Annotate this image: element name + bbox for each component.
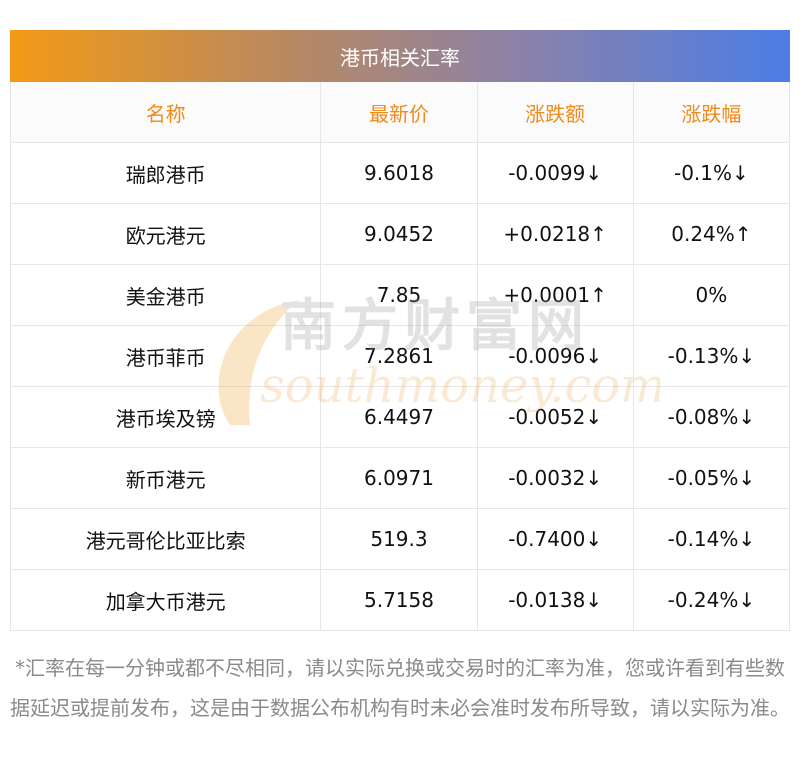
- table-row: 美金港币 7.85 +0.0001↑ 0%: [9, 264, 791, 326]
- table-row: 瑞郎港币 9.6018 -0.0099↓ -0.1%↓: [9, 142, 791, 204]
- page-title: 港币相关汇率: [340, 45, 460, 70]
- price-cell: 519.3: [320, 508, 478, 570]
- table-header-row: 名称 最新价 涨跌额 涨跌幅: [9, 82, 791, 143]
- pct-cell: 0.24%↑: [632, 203, 791, 265]
- price-cell: 9.0452: [320, 203, 478, 265]
- name-cell: 加拿大币港元: [9, 569, 322, 631]
- price-cell: 6.0971: [320, 447, 478, 509]
- pct-cell: -0.1%↓: [632, 142, 791, 204]
- pct-cell: -0.13%↓: [632, 325, 791, 387]
- name-cell: 欧元港元: [9, 203, 322, 265]
- footnote: *汇率在每一分钟或都不尽相同，请以实际兑换或交易时的汇率为准，您或许看到有些数据…: [10, 656, 790, 720]
- name-cell: 新币港元: [9, 447, 322, 509]
- col-header-price: 最新价: [320, 82, 478, 143]
- change-cell: -0.0096↓: [476, 325, 634, 387]
- table-row: 港币埃及镑 6.4497 -0.0052↓ -0.08%↓: [9, 386, 791, 448]
- col-header-pct: 涨跌幅: [632, 82, 791, 143]
- pct-cell: -0.24%↓: [632, 569, 791, 631]
- rates-table: 名称 最新价 涨跌额 涨跌幅 瑞郎港币 9.6018 -0.0099↓ -0.1%↓ 欧…: [9, 82, 791, 631]
- table-row: 港币菲币 7.2861 -0.0096↓ -0.13%↓: [9, 325, 791, 387]
- name-cell: 瑞郎港币: [9, 142, 322, 204]
- change-cell: -0.7400↓: [476, 508, 634, 570]
- title-bar: 港币相关汇率: [10, 30, 790, 82]
- pct-cell: -0.14%↓: [632, 508, 791, 570]
- price-cell: 9.6018: [320, 142, 478, 204]
- table-row: 欧元港元 9.0452 +0.0218↑ 0.24%↑: [9, 203, 791, 265]
- pct-cell: -0.05%↓: [632, 447, 791, 509]
- table-row: 新币港元 6.0971 -0.0032↓ -0.05%↓: [9, 447, 791, 509]
- table-row: 港元哥伦比亚比索 519.3 -0.7400↓ -0.14%↓: [9, 508, 791, 570]
- col-header-name: 名称: [9, 82, 322, 143]
- pct-cell: -0.08%↓: [632, 386, 791, 448]
- price-cell: 7.85: [320, 264, 478, 326]
- change-cell: -0.0032↓: [476, 447, 634, 509]
- change-cell: +0.0001↑: [476, 264, 634, 326]
- price-cell: 7.2861: [320, 325, 478, 387]
- pct-cell: 0%: [632, 264, 791, 326]
- change-cell: -0.0099↓: [476, 142, 634, 204]
- price-cell: 6.4497: [320, 386, 478, 448]
- change-cell: -0.0138↓: [476, 569, 634, 631]
- price-cell: 5.7158: [320, 569, 478, 631]
- name-cell: 港币菲币: [9, 325, 322, 387]
- name-cell: 港币埃及镑: [9, 386, 322, 448]
- name-cell: 港元哥伦比亚比索: [9, 508, 322, 570]
- name-cell: 美金港币: [9, 264, 322, 326]
- table-row: 加拿大币港元 5.7158 -0.0138↓ -0.24%↓: [9, 569, 791, 631]
- col-header-change: 涨跌额: [476, 82, 634, 143]
- change-cell: +0.0218↑: [476, 203, 634, 265]
- change-cell: -0.0052↓: [476, 386, 634, 448]
